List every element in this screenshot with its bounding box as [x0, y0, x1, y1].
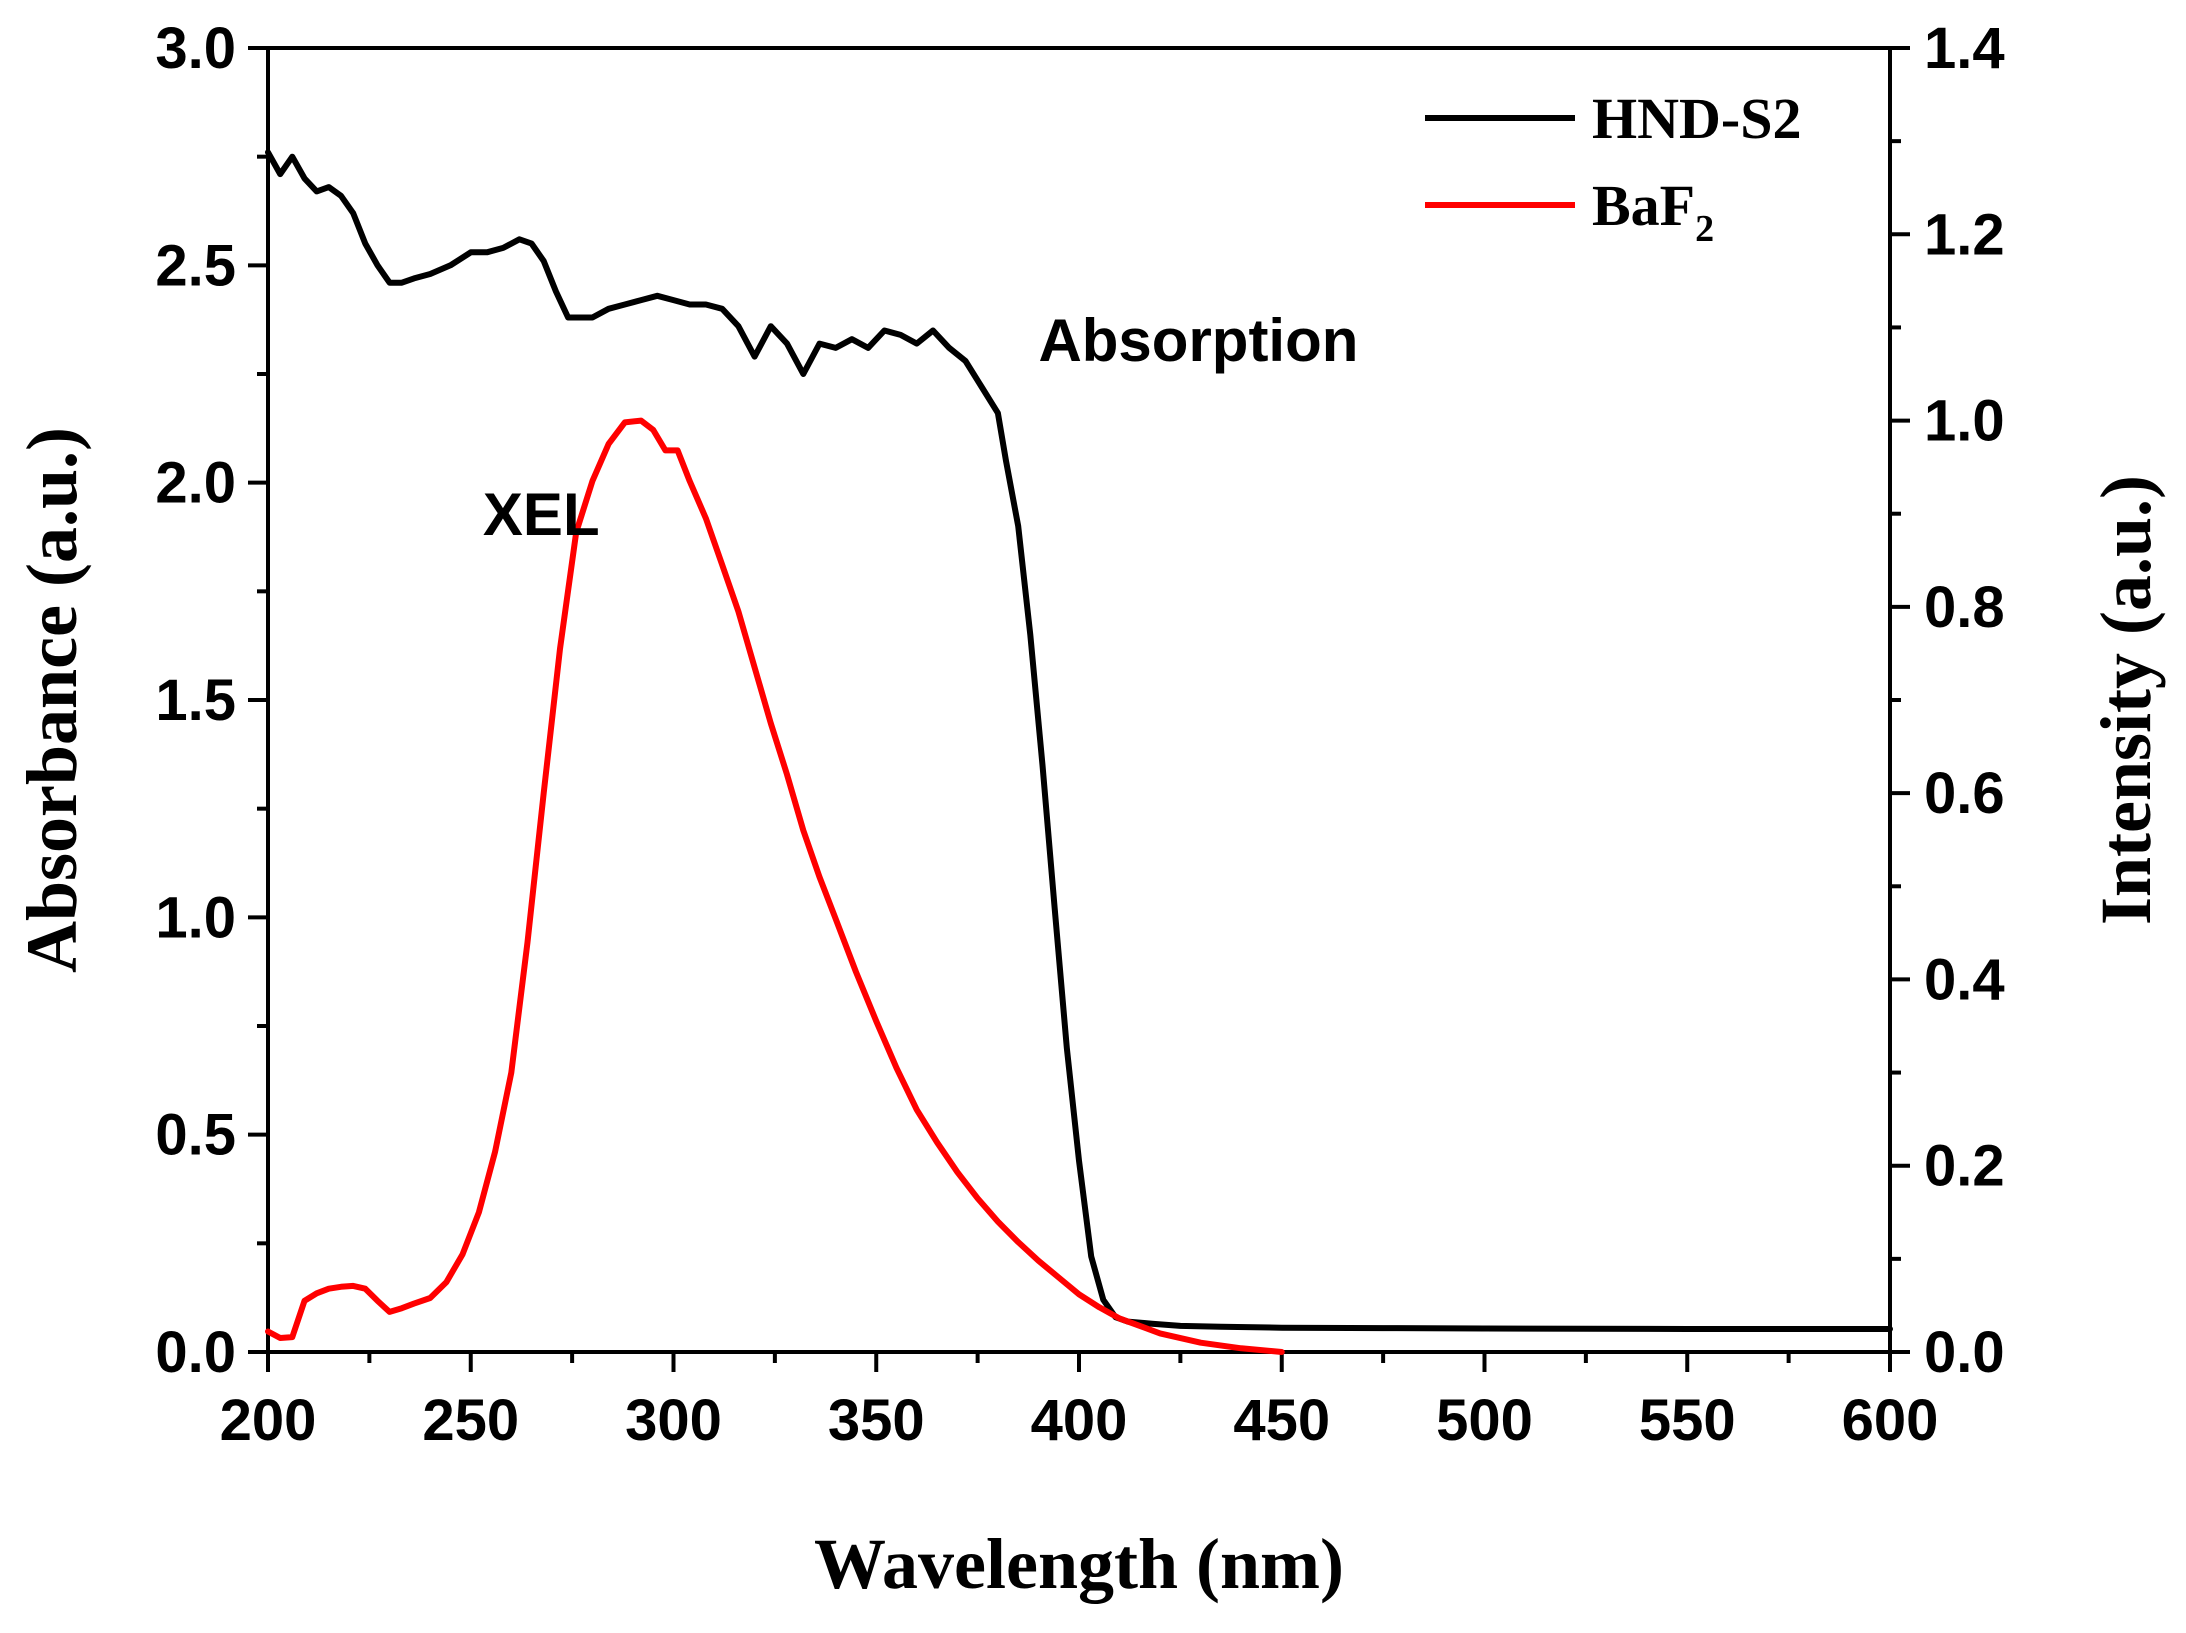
x-tick-label: 250 — [422, 1388, 519, 1453]
x-tick-label: 300 — [625, 1388, 722, 1453]
y-left-tick-label: 3.0 — [155, 16, 236, 81]
legend-label-main: HND-S2 — [1592, 86, 1801, 151]
series-line-hnd-s2 — [265, 149, 1893, 1332]
annotation-xel: XEL — [483, 481, 600, 548]
x-tick-label: 200 — [220, 1388, 317, 1453]
x-tick-label: 500 — [1436, 1388, 1533, 1453]
annotation-absorption: Absorption — [1038, 307, 1358, 374]
y-left-tick-label: 0.0 — [155, 1320, 236, 1385]
y-right-tick-label: 1.0 — [1924, 389, 2005, 454]
legend-label: HND-S2 — [1592, 86, 1801, 151]
x-tick-label: 550 — [1639, 1388, 1736, 1453]
y-right-tick-label: 1.2 — [1924, 202, 2005, 267]
x-axis-title: Wavelength (nm) — [814, 1524, 1344, 1604]
y-right-tick-label: 0.0 — [1924, 1320, 2005, 1385]
x-tick-label: 400 — [1031, 1388, 1128, 1453]
y-left-tick-label: 1.5 — [155, 668, 236, 733]
y-right-tick-label: 1.4 — [1924, 16, 2005, 81]
x-tick-label: 350 — [828, 1388, 925, 1453]
series-line-baf2 — [265, 417, 1285, 1355]
y-left-tick-label: 2.0 — [155, 451, 236, 516]
y-left-tick-label: 0.5 — [155, 1103, 236, 1168]
y-left-axis-title: Absorbance (a.u.) — [12, 427, 92, 973]
legend-label-subscript: 2 — [1695, 208, 1714, 250]
y-right-tick-label: 0.8 — [1924, 575, 2005, 640]
y-right-tick-label: 0.2 — [1924, 1134, 2005, 1199]
y-right-axis-title: Intensity (a.u.) — [2086, 475, 2166, 925]
x-tick-label: 600 — [1842, 1388, 1939, 1453]
y-left-tick-label: 2.5 — [155, 233, 236, 298]
y-right-tick-label: 0.4 — [1924, 947, 2005, 1012]
x-tick-label: 450 — [1233, 1388, 1330, 1453]
legend-label: BaF2 — [1592, 173, 1714, 250]
legend-label-main: BaF — [1592, 173, 1695, 238]
y-right-tick-label: 0.6 — [1924, 761, 2005, 826]
y-left-tick-label: 1.0 — [155, 885, 236, 950]
